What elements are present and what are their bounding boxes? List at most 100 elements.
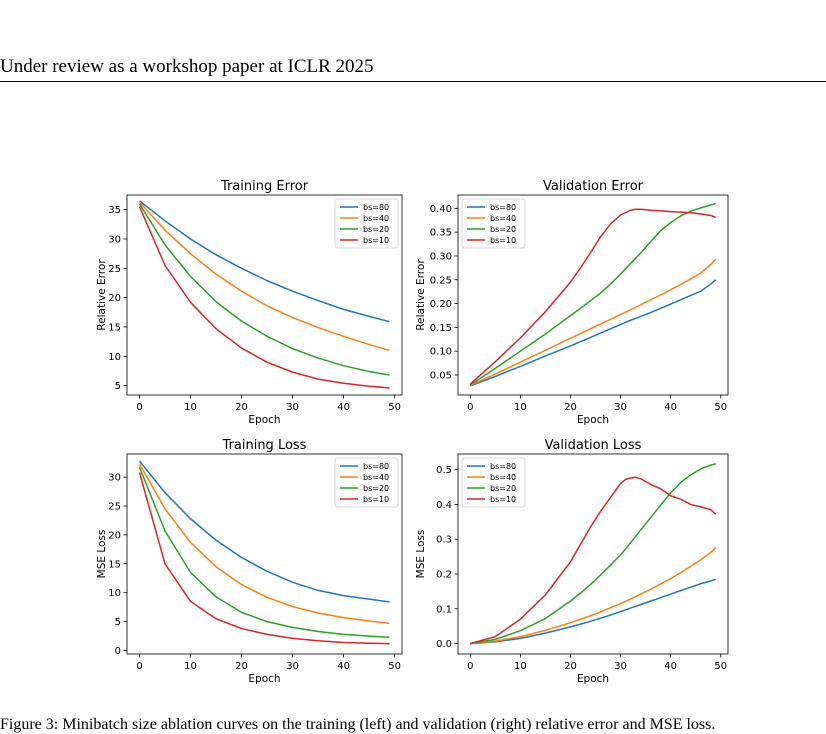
- y-axis-label: Relative Error: [415, 259, 427, 331]
- legend-box: [334, 457, 399, 508]
- y-tick-label: 0.40: [430, 204, 452, 215]
- legend-label: bs=20: [490, 225, 516, 234]
- chart-title: Training Error: [220, 179, 309, 194]
- plot-frame: [126, 453, 403, 655]
- series-line-bs40: [138, 201, 390, 352]
- figure-caption: Figure 3: Minibatch size ablation curves…: [0, 716, 716, 733]
- x-tick-label: 10: [514, 402, 527, 413]
- y-tick-label: 0.5: [436, 465, 452, 476]
- validation-error-chart: Validation Error 0 10 20 30 40 50 0.05 0.10 0.15 0…: [415, 179, 729, 426]
- x-tick-label: 30: [286, 661, 299, 672]
- x-tick-label: 50: [388, 661, 401, 672]
- x-tick-label: 30: [614, 661, 627, 672]
- x-tick-label: 0: [467, 402, 473, 413]
- y-tick-label: 0.1: [436, 604, 452, 615]
- legend-label: bs=10: [363, 495, 389, 504]
- x-axis-label: Epoch: [577, 414, 609, 426]
- y-tick-label: 15: [108, 322, 121, 333]
- legend-label: bs=80: [490, 203, 516, 212]
- y-axis-label: Relative Error: [96, 259, 108, 331]
- legend-label: bs=40: [363, 214, 389, 223]
- legend-label: bs=20: [363, 225, 389, 234]
- y-tick-label: 0.30: [430, 251, 452, 262]
- legend-label: bs=20: [363, 484, 389, 493]
- y-tick-label: 0.4: [436, 500, 452, 511]
- y-tick-label: 25: [108, 502, 121, 513]
- y-tick-label: 5: [115, 617, 121, 628]
- y-tick-label: 0.0: [436, 639, 452, 650]
- y-tick-label: 0.35: [430, 228, 452, 239]
- x-tick-label: 0: [467, 661, 473, 672]
- x-tick-label: 10: [514, 661, 527, 672]
- legend-label: bs=40: [490, 473, 516, 482]
- series-line-bs10: [470, 476, 717, 645]
- x-tick-label: 40: [337, 402, 350, 413]
- plot-frame: [126, 194, 403, 396]
- y-tick-label: 15: [108, 559, 121, 570]
- x-tick-label: 30: [286, 402, 299, 413]
- x-tick-label: 10: [184, 661, 197, 672]
- x-tick-label: 50: [714, 661, 727, 672]
- series-line-bs20: [138, 203, 390, 376]
- y-tick-label: 30: [108, 473, 121, 484]
- legend-label: bs=20: [490, 484, 516, 493]
- x-tick-label: 0: [136, 402, 142, 413]
- y-tick-label: 10: [108, 588, 121, 599]
- y-tick-label: 20: [108, 530, 121, 541]
- y-tick-label: 0.15: [430, 323, 452, 334]
- series-line-bs20: [138, 467, 390, 638]
- x-tick-label: 50: [714, 402, 727, 413]
- y-axis-label: MSE Loss: [415, 530, 427, 579]
- x-tick-label: 40: [664, 661, 677, 672]
- series-line-bs80: [139, 200, 390, 323]
- legend-label: bs=40: [490, 214, 516, 223]
- legend-label: bs=10: [490, 236, 516, 245]
- y-tick-label: 30: [108, 234, 121, 245]
- chart-title: Validation Loss: [545, 438, 642, 453]
- header-rule: [0, 81, 826, 82]
- y-tick-label: 20: [108, 293, 121, 304]
- series-line-bs10: [138, 206, 390, 389]
- legend-label: bs=80: [363, 462, 389, 471]
- running-header: Under review as a workshop paper at ICLR…: [0, 56, 374, 77]
- legend-box: [461, 198, 526, 249]
- x-tick-label: 20: [235, 402, 248, 413]
- y-tick-label: 35: [108, 205, 121, 216]
- x-tick-label: 40: [664, 402, 677, 413]
- series-line-bs80: [138, 460, 390, 603]
- legend-box: [461, 457, 526, 508]
- x-tick-label: 20: [235, 661, 248, 672]
- legend-label: bs=80: [490, 462, 516, 471]
- x-axis-label: Epoch: [248, 414, 280, 426]
- chart-title: Training Loss: [222, 438, 307, 453]
- y-tick-label: 0.05: [430, 371, 452, 382]
- y-tick-label: 0.25: [430, 275, 452, 286]
- plot-frame: [457, 453, 729, 655]
- x-axis-label: Epoch: [577, 673, 609, 685]
- y-axis-label: MSE Loss: [96, 530, 108, 579]
- x-tick-label: 30: [614, 402, 627, 413]
- y-tick-label: 0.2: [436, 570, 452, 581]
- y-tick-label: 0.3: [436, 535, 452, 546]
- series-line-bs10: [138, 472, 390, 645]
- plot-frame: [457, 194, 729, 396]
- series-line-bs10: [469, 208, 716, 385]
- y-tick-label: 0: [115, 646, 121, 657]
- y-tick-label: 10: [108, 352, 121, 363]
- legend-label: bs=10: [490, 495, 516, 504]
- legend-box: [334, 198, 399, 249]
- series-line-bs40: [469, 258, 717, 387]
- chart-title: Validation Error: [543, 179, 644, 194]
- training-error-chart: Training Error 0 10 20 30 40 50 5 10 15 20 25 30 35 Ep…: [96, 179, 403, 426]
- series-line-bs20: [469, 202, 716, 386]
- series-line-bs40: [470, 547, 717, 645]
- x-tick-label: 10: [184, 402, 197, 413]
- x-tick-label: 20: [564, 661, 577, 672]
- legend-label: bs=80: [363, 203, 389, 212]
- legend-label: bs=10: [363, 236, 389, 245]
- series-line-bs80: [470, 578, 716, 645]
- x-tick-label: 0: [136, 661, 142, 672]
- x-tick-label: 40: [337, 661, 350, 672]
- y-tick-label: 0.20: [430, 299, 452, 310]
- x-tick-label: 20: [564, 402, 577, 413]
